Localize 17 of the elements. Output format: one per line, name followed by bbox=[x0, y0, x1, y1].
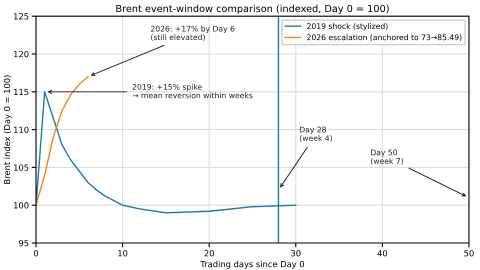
x-tick-label: 40 bbox=[377, 250, 388, 256]
x-tick-label: 30 bbox=[291, 250, 301, 256]
y-tick-label: 120 bbox=[14, 50, 28, 58]
y-tick-label: 115 bbox=[14, 88, 28, 96]
y-tick-label: 105 bbox=[14, 164, 28, 171]
y-tick-label: 125 bbox=[14, 13, 28, 20]
y-tick-label: 110 bbox=[14, 126, 28, 133]
y-axis-title: Brent index (Day 0 = 100) bbox=[4, 75, 12, 184]
x-tick-label: 10 bbox=[118, 250, 128, 256]
y-tick-label: 100 bbox=[14, 202, 28, 208]
chart-title: Brent event-window comparison (indexed, Day 0 = 100) bbox=[116, 4, 389, 14]
x-tick-label: 0 bbox=[34, 250, 38, 256]
y-tick-label: 95 bbox=[18, 240, 28, 246]
line-series bbox=[36, 76, 89, 206]
x-axis-title: Trading days since Day 0 bbox=[200, 260, 304, 269]
x-tick-label: 50 bbox=[464, 250, 474, 256]
x-tick-label: 20 bbox=[204, 250, 214, 256]
